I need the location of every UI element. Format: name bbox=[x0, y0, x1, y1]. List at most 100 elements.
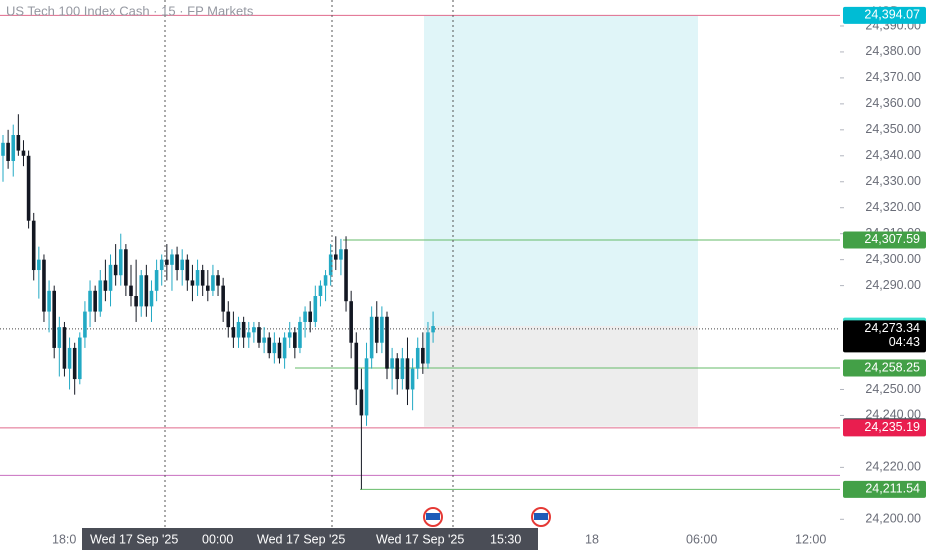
candle-body bbox=[231, 327, 236, 338]
candle-body bbox=[380, 316, 384, 343]
y-tick-label: 24,380.00 bbox=[865, 44, 921, 58]
candle-body bbox=[139, 275, 144, 307]
candle-body bbox=[298, 321, 302, 348]
candle-body bbox=[98, 280, 103, 312]
candle-body bbox=[154, 270, 159, 291]
x-tick-label: 18 bbox=[585, 532, 599, 546]
plot-area bbox=[0, 14, 840, 490]
candle-body bbox=[62, 327, 67, 369]
price-badge bbox=[843, 419, 926, 437]
candle-body bbox=[359, 389, 364, 416]
candle-body bbox=[57, 327, 62, 348]
y-tick-label: 24,300.00 bbox=[865, 252, 921, 266]
candle-body bbox=[405, 358, 410, 390]
event-flag bbox=[534, 513, 548, 520]
candle-body bbox=[349, 301, 353, 343]
y-tick-label: 24,220.00 bbox=[865, 460, 921, 474]
price-badge-label: 24,394.07 bbox=[864, 8, 920, 22]
candle-body bbox=[344, 249, 348, 302]
candle-body bbox=[206, 285, 210, 291]
candle-body bbox=[323, 275, 328, 286]
candle-body bbox=[103, 280, 108, 291]
candle-body bbox=[415, 347, 420, 369]
x-tick-label: Wed 17 Sep '25 bbox=[90, 532, 178, 546]
y-tick-label: 24,330.00 bbox=[865, 174, 921, 188]
price-axis bbox=[840, 0, 932, 550]
price-badge-label: 24,211.54 bbox=[865, 482, 920, 496]
y-tick-label: 24,320.00 bbox=[865, 200, 921, 214]
candle-body bbox=[241, 321, 246, 338]
candle-body bbox=[369, 316, 374, 359]
candle-body bbox=[267, 337, 272, 354]
candle-body bbox=[67, 347, 72, 369]
candle-body bbox=[318, 285, 323, 296]
price-badge bbox=[843, 320, 926, 353]
candle-body bbox=[165, 259, 169, 265]
candle-body bbox=[42, 259, 46, 312]
candle-body bbox=[395, 358, 400, 380]
x-tick-label: Wed 17 Sep '25 bbox=[257, 532, 345, 546]
candle-body bbox=[26, 155, 31, 221]
candle-body bbox=[1, 142, 5, 156]
candle-body bbox=[385, 316, 389, 369]
x-tick-label: 06:00 bbox=[686, 532, 717, 546]
candle-body bbox=[11, 135, 16, 161]
price-badge bbox=[843, 231, 926, 249]
y-tick-label: 24,340.00 bbox=[865, 148, 921, 162]
event-flag bbox=[426, 513, 440, 520]
candle-body bbox=[190, 280, 195, 286]
candle-body bbox=[262, 337, 266, 343]
candle-body bbox=[211, 275, 215, 291]
candle-body bbox=[200, 270, 205, 286]
candle-body bbox=[421, 347, 425, 364]
candle-body bbox=[195, 270, 200, 286]
crosshair-time-box bbox=[82, 528, 538, 550]
candle-body bbox=[47, 290, 51, 312]
target-zone bbox=[424, 15, 698, 327]
y-tick-label: 24,350.00 bbox=[865, 122, 921, 136]
x-tick-label: 00:00 bbox=[202, 532, 233, 546]
candle-body bbox=[293, 332, 297, 348]
candle-body bbox=[221, 285, 225, 312]
chart-title: US Tech 100 Index Cash · 15 · FP Markets bbox=[6, 3, 254, 18]
candle-body bbox=[185, 259, 190, 281]
candle-body bbox=[257, 327, 261, 343]
candle-body bbox=[277, 342, 282, 359]
y-tick-label: 24,370.00 bbox=[865, 70, 921, 84]
candle-body bbox=[226, 311, 231, 328]
candle-body bbox=[431, 326, 435, 333]
candle-body bbox=[134, 295, 138, 307]
y-tick-label: 24,200.00 bbox=[865, 512, 921, 526]
candle-body bbox=[287, 332, 292, 338]
x-tick-label: 18:0 bbox=[52, 532, 76, 546]
candle-body bbox=[159, 259, 164, 271]
candle-body bbox=[88, 290, 92, 312]
y-tick-label: 24,360.00 bbox=[865, 96, 921, 110]
candle-body bbox=[303, 311, 307, 322]
candle-body bbox=[78, 337, 82, 380]
candle-body bbox=[282, 337, 287, 359]
candle-body bbox=[52, 290, 56, 348]
candle-body bbox=[170, 254, 174, 265]
y-tick-label: 24,290.00 bbox=[865, 278, 921, 292]
candle-body bbox=[364, 358, 369, 416]
candle-body bbox=[313, 295, 318, 322]
price-badge-label: 24,307.59 bbox=[864, 232, 920, 246]
candle-body bbox=[16, 135, 21, 151]
countdown: 04:43 bbox=[889, 335, 920, 349]
candle-body bbox=[6, 142, 10, 161]
candle-body bbox=[374, 316, 379, 343]
stop-zone bbox=[424, 326, 698, 427]
y-tick-label: 24,250.00 bbox=[865, 382, 921, 396]
price-badge bbox=[843, 359, 926, 377]
candle-body bbox=[149, 290, 154, 307]
candle-body bbox=[180, 259, 184, 271]
candle-body bbox=[334, 254, 338, 260]
x-tick-label: Wed 17 Sep '25 bbox=[376, 532, 464, 546]
candle-body bbox=[410, 368, 415, 390]
candle-body bbox=[216, 275, 220, 286]
candle-body bbox=[175, 254, 179, 271]
candle-body bbox=[252, 327, 256, 333]
price-badge-label: 24,258.25 bbox=[864, 360, 920, 374]
